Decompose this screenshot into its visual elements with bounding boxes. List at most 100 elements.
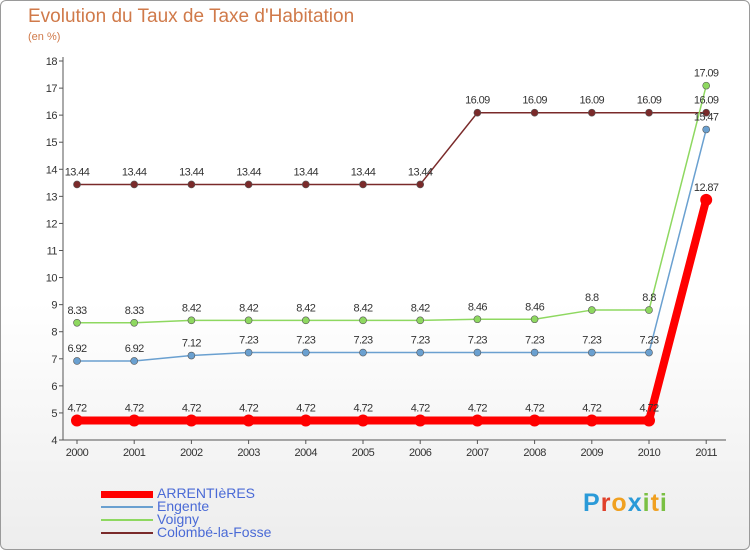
data-label-s2: 17.09 xyxy=(694,68,719,80)
data-label-s1: 7.23 xyxy=(296,335,315,347)
data-label-s3: 13.44 xyxy=(179,166,204,178)
data-point-s2 xyxy=(530,315,539,324)
y-tick-label: 18 xyxy=(46,56,58,68)
data-point-s0 xyxy=(185,414,198,427)
data-label-s2: 8.33 xyxy=(125,305,144,317)
y-tick-label: 5 xyxy=(51,408,57,420)
y-tick-label: 11 xyxy=(47,246,58,258)
series-line-2 xyxy=(77,85,707,324)
proxiti-logo: Proxiti xyxy=(583,489,668,518)
x-tick-label: 2000 xyxy=(66,447,89,459)
legend-label: Engente xyxy=(157,498,210,514)
data-label-s3: 13.44 xyxy=(351,166,376,178)
data-point-s2 xyxy=(244,316,253,325)
legend-swatch xyxy=(101,506,153,508)
y-tick-label: 9 xyxy=(51,300,57,312)
data-point-s2 xyxy=(130,318,138,327)
data-label-s0: 4.72 xyxy=(525,403,544,415)
x-tick-label: 2003 xyxy=(237,447,260,459)
data-label-s3: 13.44 xyxy=(294,166,319,178)
data-point-s1 xyxy=(702,125,711,134)
data-point-s0 xyxy=(71,414,83,427)
data-label-s1: 7.23 xyxy=(639,335,658,347)
data-label-s1: 7.23 xyxy=(468,335,487,347)
data-label-s2: 8.42 xyxy=(296,302,315,314)
data-point-s3 xyxy=(416,180,425,189)
legend-label: Voigny xyxy=(157,511,200,527)
data-point-s1 xyxy=(416,348,425,357)
data-label-s2: 8.42 xyxy=(353,302,372,314)
data-label-s2: 8.42 xyxy=(411,302,430,314)
y-tick-label: 8 xyxy=(51,327,57,339)
data-label-s0: 4.72 xyxy=(353,403,372,415)
x-tick-label: 2002 xyxy=(180,447,203,459)
data-label-s1: 7.23 xyxy=(411,335,430,347)
data-point-s2 xyxy=(587,306,596,314)
data-point-s1 xyxy=(187,351,196,360)
legend-swatch xyxy=(101,519,153,521)
x-tick-label: 2001 xyxy=(123,447,146,459)
data-point-s0 xyxy=(471,414,484,427)
data-label-s3: 16.09 xyxy=(465,95,490,107)
data-label-s3: 13.44 xyxy=(236,166,261,178)
data-label-s0: 4.72 xyxy=(582,403,601,415)
data-point-s0 xyxy=(242,414,255,427)
data-label-s0: 4.72 xyxy=(67,403,86,415)
data-point-s1 xyxy=(587,348,596,357)
x-tick-label: 2011 xyxy=(695,447,717,459)
logo-letter: x xyxy=(627,489,643,517)
data-point-s3 xyxy=(130,180,138,189)
chart-title: Evolution du Taux de Taxe d'Habitation xyxy=(28,6,355,27)
x-tick-label: 2010 xyxy=(638,447,661,459)
data-point-s0 xyxy=(128,414,141,427)
y-tick-label: 7 xyxy=(51,354,57,366)
data-label-s2: 8.42 xyxy=(239,302,258,314)
data-point-s0 xyxy=(414,414,427,427)
data-label-s1: 6.92 xyxy=(125,343,144,355)
y-tick-label: 15 xyxy=(46,137,58,149)
legend-swatch xyxy=(101,491,153,498)
data-point-s2 xyxy=(359,316,367,325)
data-label-s3: 13.44 xyxy=(408,166,433,178)
x-tick-label: 2006 xyxy=(409,447,432,459)
data-point-s3 xyxy=(473,108,482,117)
data-label-s1: 15.47 xyxy=(694,111,719,123)
chart-subtitle: (en %) xyxy=(28,31,61,43)
data-label-s3: 13.44 xyxy=(65,166,90,178)
data-point-s2 xyxy=(645,306,653,314)
data-label-s0: 4.72 xyxy=(182,403,201,415)
data-label-s0: 12.87 xyxy=(694,182,719,194)
data-label-s2: 8.8 xyxy=(585,292,599,304)
data-label-s1: 7.12 xyxy=(182,338,201,350)
legend-item: Voigny xyxy=(101,511,361,527)
data-point-s3 xyxy=(301,180,310,189)
data-point-s2 xyxy=(301,316,310,325)
logo-letter: i xyxy=(642,489,651,517)
data-point-s2 xyxy=(702,81,711,90)
data-label-s3: 16.09 xyxy=(637,95,662,107)
data-label-s0: 4.72 xyxy=(239,403,258,415)
data-point-s1 xyxy=(73,357,81,365)
data-label-s1: 6.92 xyxy=(67,343,86,355)
data-label-s0: 4.72 xyxy=(468,403,487,415)
data-point-s3 xyxy=(187,180,196,189)
data-label-s0: 4.72 xyxy=(411,403,430,415)
data-point-s0 xyxy=(299,414,312,427)
y-tick-label: 12 xyxy=(46,218,58,230)
data-point-s3 xyxy=(645,108,653,117)
data-point-s3 xyxy=(359,180,367,189)
data-point-s2 xyxy=(73,318,81,327)
logo-letter: o xyxy=(611,489,628,517)
data-point-s0 xyxy=(643,414,655,427)
x-tick-label: 2005 xyxy=(352,447,375,459)
data-label-s2: 8.46 xyxy=(468,301,487,313)
data-label-s1: 7.23 xyxy=(525,335,544,347)
data-point-s3 xyxy=(530,108,539,117)
data-point-s1 xyxy=(301,348,310,357)
data-label-s3: 13.44 xyxy=(122,166,147,178)
data-point-s2 xyxy=(187,316,196,325)
data-point-s1 xyxy=(645,348,653,357)
series-line-1 xyxy=(77,129,707,362)
